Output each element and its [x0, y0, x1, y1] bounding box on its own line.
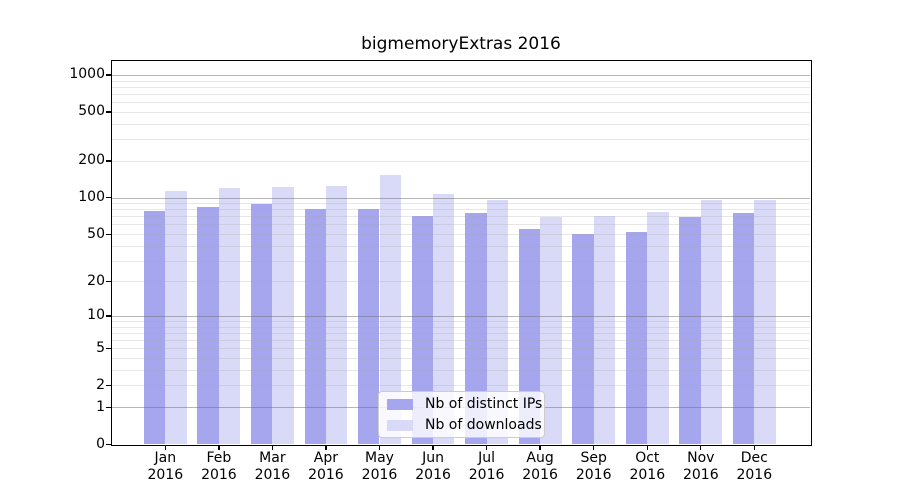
bar-downloads — [593, 215, 616, 444]
legend-row-distinct-ips: Nb of distinct IPs — [387, 395, 544, 413]
bar-downloads — [218, 187, 241, 444]
x-tick-mark-may — [378, 445, 381, 450]
x-tick-label-may: May 2016 — [361, 450, 398, 483]
y-tick-mark-1000 — [105, 74, 111, 76]
bar-distinct-ips — [732, 213, 755, 444]
y-tick-label-1000: 1000 — [69, 66, 105, 83]
x-tick-label-oct: Oct 2016 — [629, 450, 666, 483]
x-tick-label-aug: Aug 2016 — [522, 450, 558, 483]
bar-downloads — [165, 190, 187, 444]
y-tick-label-0: 0 — [96, 435, 105, 452]
x-tick-label-nov: Nov 2016 — [682, 450, 719, 483]
x-tick-label-sep: Sep 2016 — [575, 450, 612, 483]
y-tick-mark-0 — [105, 443, 111, 445]
y-tick-label-50: 50 — [87, 225, 105, 242]
bar-distinct-ips — [197, 206, 219, 444]
bar-downloads — [272, 186, 294, 444]
x-tick-mark-oct — [646, 445, 648, 450]
y-tick-label-1: 1 — [96, 398, 105, 415]
y-tick-mark-100 — [105, 197, 111, 199]
legend-row-downloads: Nb of downloads — [387, 416, 544, 434]
bar-distinct-ips — [143, 211, 166, 444]
bar-distinct-ips — [679, 217, 701, 444]
bar-downloads — [647, 212, 669, 444]
bar-distinct-ips — [304, 209, 326, 444]
x-tick-mark-mar — [271, 445, 274, 450]
bars-layer — [112, 61, 810, 444]
x-tick-mark-jul — [485, 445, 488, 450]
bar-downloads — [486, 199, 508, 444]
y-tick-label-2: 2 — [96, 376, 105, 393]
x-tick-mark-apr — [325, 445, 327, 450]
plot-area — [112, 61, 810, 444]
y-tick-label-500: 500 — [78, 103, 105, 120]
y-tick-label-10: 10 — [87, 307, 105, 324]
bar-downloads — [540, 217, 562, 444]
bar-distinct-ips — [572, 234, 594, 444]
bar-downloads — [325, 186, 348, 444]
bar-downloads — [379, 174, 401, 444]
y-tick-mark-10 — [105, 315, 111, 317]
x-tick-label-feb: Feb 2016 — [201, 450, 237, 483]
legend-label-distinct-ips: Nb of distinct IPs — [425, 396, 543, 412]
bar-downloads — [700, 199, 723, 444]
y-tick-mark-5 — [105, 347, 111, 350]
y-tick-label-200: 200 — [78, 152, 105, 169]
bar-distinct-ips — [625, 231, 648, 444]
x-tick-label-dec: Dec 2016 — [736, 450, 773, 483]
legend-swatch-downloads — [387, 419, 413, 431]
y-tick-label-100: 100 — [78, 189, 105, 205]
y-tick-mark-500 — [105, 111, 111, 113]
y-tick-mark-200 — [105, 160, 111, 162]
y-tick-mark-1 — [105, 406, 111, 408]
y-axis-tick-labels: 0 1 2 5 10 20 50 100 200 500 1000 — [0, 61, 105, 451]
bar-downloads — [754, 199, 776, 444]
y-tick-mark-50 — [105, 233, 111, 235]
x-tick-label-jan: Jan 2016 — [147, 450, 184, 483]
x-tick-mark-jan — [164, 445, 166, 450]
bar-distinct-ips — [465, 213, 487, 444]
bar-distinct-ips — [411, 216, 434, 444]
x-tick-mark-feb — [218, 445, 220, 450]
bar-downloads — [433, 194, 455, 444]
y-tick-label-5: 5 — [96, 339, 105, 356]
x-tick-label-apr: Apr 2016 — [308, 450, 344, 483]
x-tick-label-jun: Jun 2016 — [415, 450, 451, 483]
x-tick-mark-jun — [432, 445, 434, 450]
y-tick-mark-20 — [105, 280, 111, 283]
legend-label-downloads: Nb of downloads — [425, 417, 542, 433]
legend-swatch-distinct-ips — [387, 398, 413, 410]
x-tick-label-mar: Mar 2016 — [254, 450, 291, 483]
legend: Nb of distinct IPs Nb of downloads — [378, 391, 545, 438]
y-tick-mark-2 — [105, 384, 111, 387]
bar-distinct-ips — [358, 208, 380, 444]
chart-title: bigmemoryExtras 2016 — [361, 34, 561, 54]
y-tick-label-20: 20 — [87, 272, 105, 289]
x-tick-mark-nov — [700, 445, 702, 450]
bar-distinct-ips — [251, 204, 273, 444]
x-tick-mark-dec — [753, 445, 755, 450]
x-tick-mark-sep — [593, 445, 595, 450]
bar-distinct-ips — [518, 229, 541, 444]
x-tick-mark-aug — [539, 445, 541, 450]
x-tick-label-jul: Jul 2016 — [468, 450, 505, 483]
